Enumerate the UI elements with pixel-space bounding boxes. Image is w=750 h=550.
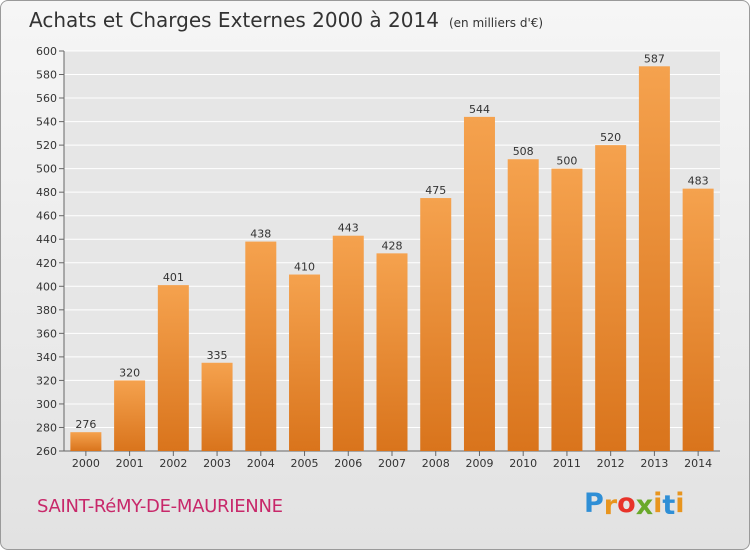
- value-label-2006: 443: [338, 222, 359, 235]
- bar-2007: [376, 253, 408, 451]
- bar-2002: [157, 285, 189, 451]
- y-tick-label: 400: [36, 280, 57, 293]
- commune-name: SAINT-RéMY-DE-MAURIENNE: [37, 496, 283, 517]
- value-label-2002: 401: [163, 271, 184, 284]
- bar-2005: [289, 274, 321, 451]
- chart-title-block: Achats et Charges Externes 2000 à 2014 (e…: [29, 8, 543, 32]
- value-label-2009: 544: [469, 103, 490, 116]
- logo-letter: i: [653, 488, 663, 519]
- bar-2008: [420, 198, 452, 451]
- logo-letter: t: [662, 490, 676, 521]
- y-tick-label: 540: [36, 116, 57, 129]
- y-tick-label: 260: [36, 445, 57, 458]
- x-tick-label-2004: 2004: [247, 457, 275, 470]
- x-tick-label-2012: 2012: [597, 457, 625, 470]
- bar-2001: [114, 380, 146, 451]
- x-tick-label-2007: 2007: [378, 457, 406, 470]
- value-label-2003: 335: [207, 349, 228, 362]
- y-tick-label: 300: [36, 398, 57, 411]
- logo-letter: x: [635, 490, 654, 521]
- y-tick-label: 380: [36, 304, 57, 317]
- y-tick-label: 320: [36, 374, 57, 387]
- value-label-2013: 587: [644, 52, 665, 65]
- y-tick-label: 280: [36, 421, 57, 434]
- y-tick-label: 340: [36, 351, 57, 364]
- bars: [70, 66, 714, 451]
- x-tick-label-2002: 2002: [159, 457, 187, 470]
- y-tick-label: 460: [36, 210, 57, 223]
- y-tick-label: 500: [36, 163, 57, 176]
- logo-letter: r: [603, 490, 618, 521]
- bar-2004: [245, 241, 277, 451]
- logo-letter: P: [584, 488, 604, 519]
- y-tick-label: 480: [36, 186, 57, 199]
- bar-2000: [70, 432, 102, 451]
- value-label-2011: 500: [556, 155, 577, 168]
- bar-2012: [595, 145, 627, 451]
- chart-title: Achats et Charges Externes 2000 à 2014: [29, 8, 439, 32]
- bar-2011: [551, 168, 583, 451]
- value-label-2001: 320: [119, 366, 140, 379]
- x-tick-label-2000: 2000: [72, 457, 100, 470]
- bar-2014: [682, 188, 714, 451]
- value-label-2004: 438: [250, 228, 271, 241]
- bar-2013: [638, 66, 670, 451]
- bar-2006: [332, 235, 364, 451]
- x-tick-label-2005: 2005: [291, 457, 319, 470]
- bar-2010: [507, 159, 539, 451]
- y-tick-label: 600: [36, 45, 57, 58]
- x-tick-label-2014: 2014: [684, 457, 712, 470]
- chart-subtitle: (en milliers d'€): [448, 16, 544, 30]
- y-tick-label: 580: [36, 69, 57, 82]
- value-label-2007: 428: [382, 239, 403, 252]
- value-labels: 276 320 401 335 438 410 443 428 475 544 508 500 520 5…: [75, 52, 708, 431]
- x-tick-label-2013: 2013: [640, 457, 668, 470]
- axes: 260 280 300 320 340 360 380 400 420 440 460 480 500 5…: [36, 45, 720, 470]
- y-tick-label: 520: [36, 139, 57, 152]
- x-tick-label-2006: 2006: [334, 457, 362, 470]
- x-tick-label-2003: 2003: [203, 457, 231, 470]
- x-tick-label-2009: 2009: [465, 457, 493, 470]
- logo-letter: o: [617, 488, 636, 519]
- x-tick-label-2010: 2010: [509, 457, 537, 470]
- logo-letter: i: [675, 488, 685, 519]
- y-tick-label: 420: [36, 257, 57, 270]
- value-label-2010: 508: [513, 145, 534, 158]
- y-tick-label: 560: [36, 92, 57, 105]
- y-tick-label: 440: [36, 233, 57, 246]
- value-label-2012: 520: [600, 131, 621, 144]
- x-tick-label-2001: 2001: [116, 457, 144, 470]
- proxiti-logo: Proxiti: [584, 488, 685, 521]
- bar-2009: [463, 116, 495, 451]
- value-label-2008: 475: [425, 184, 446, 197]
- bar-2003: [201, 362, 233, 451]
- value-label-2000: 276: [75, 418, 96, 431]
- value-label-2005: 410: [294, 261, 315, 274]
- y-tick-label: 360: [36, 327, 57, 340]
- value-label-2014: 483: [688, 175, 709, 188]
- x-tick-label-2008: 2008: [422, 457, 450, 470]
- x-tick-label-2011: 2011: [553, 457, 581, 470]
